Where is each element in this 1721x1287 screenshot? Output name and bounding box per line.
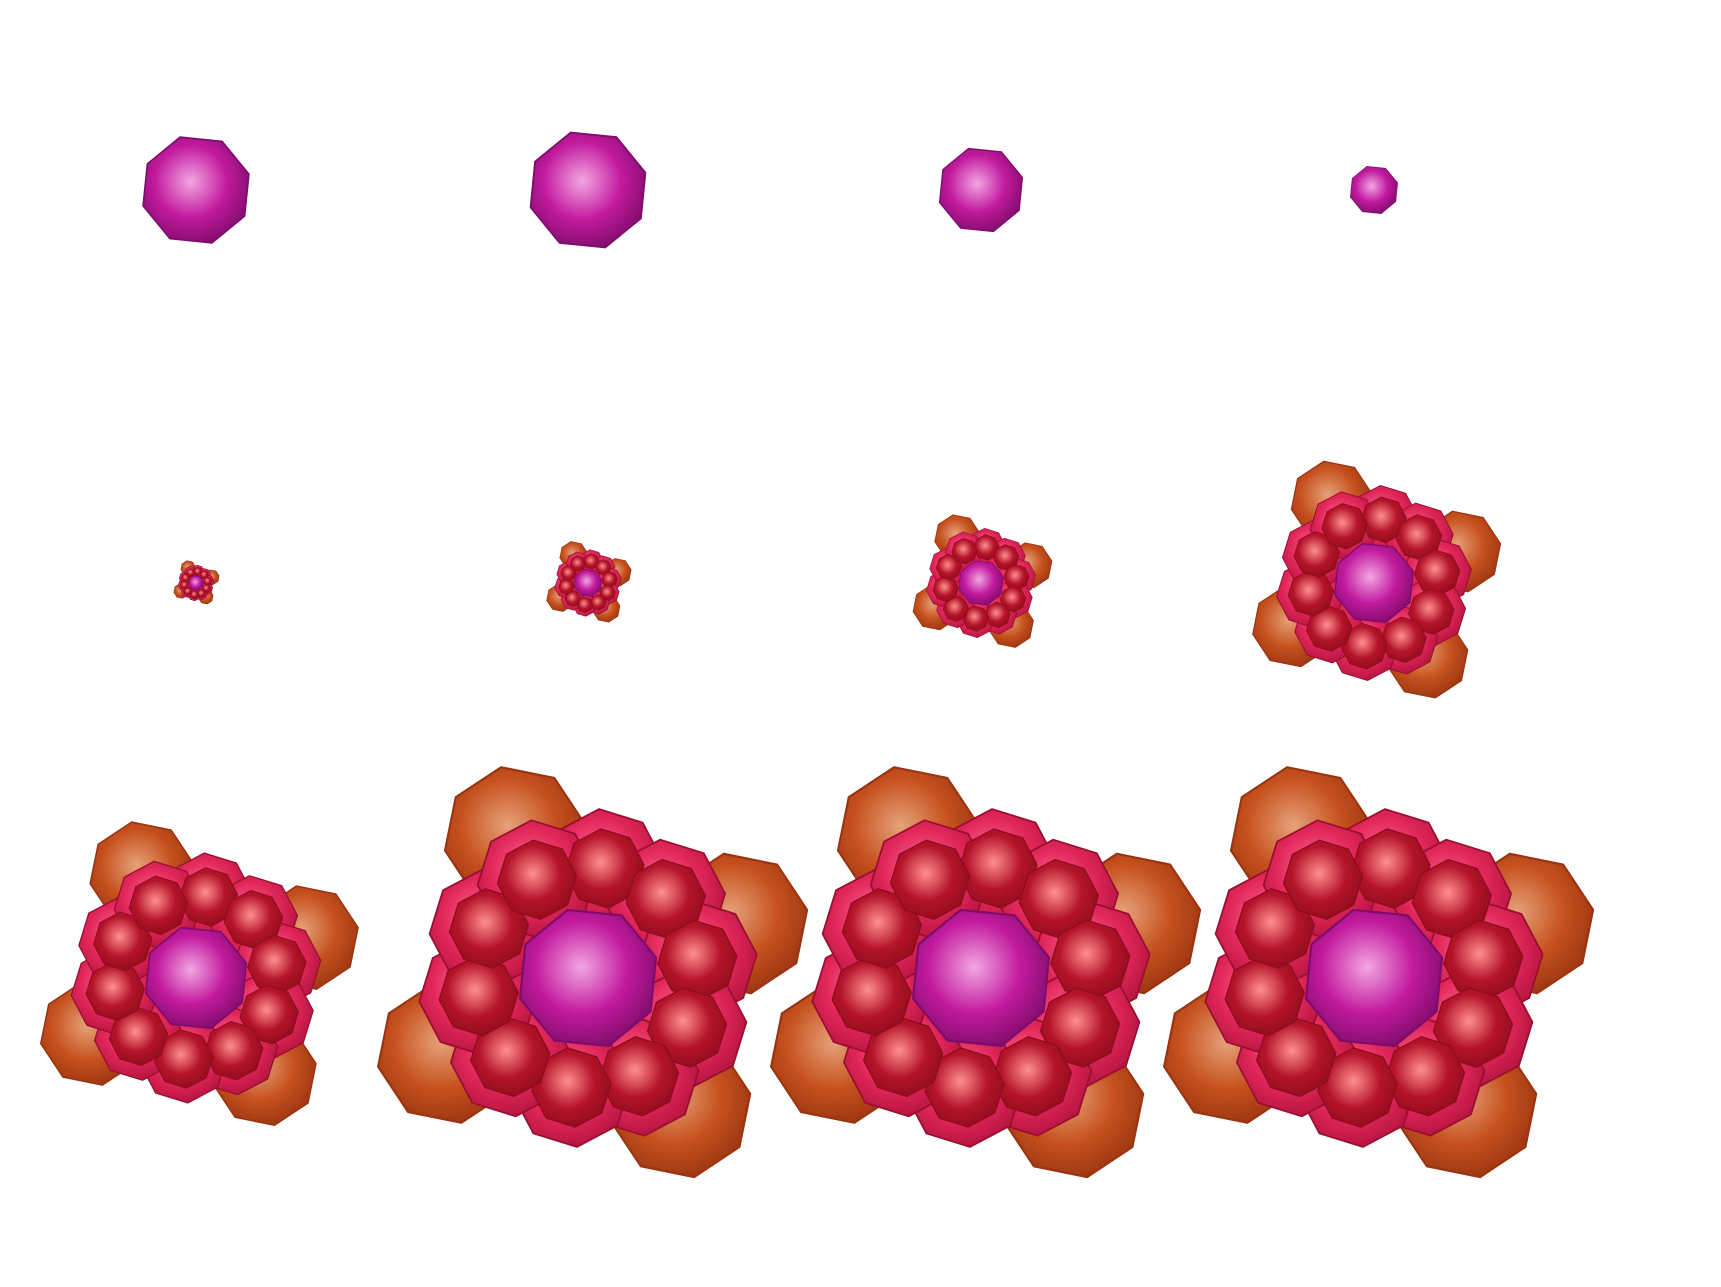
shell-atom — [203, 1020, 264, 1081]
core-atom — [188, 575, 204, 591]
shell-atom — [1321, 503, 1368, 550]
inner-shell — [926, 527, 1036, 639]
shell-atom — [999, 585, 1027, 613]
shell-atom — [984, 601, 1011, 629]
shell-atom — [601, 571, 618, 588]
panel-r1-c4 — [1350, 166, 1398, 214]
shell-atom — [1039, 987, 1121, 1068]
core-atom — [1334, 543, 1414, 623]
shell-atom — [889, 839, 971, 920]
shell-atom — [196, 588, 206, 598]
shell-atom — [951, 537, 978, 565]
shell-atom — [957, 828, 1038, 909]
core-atom — [1304, 908, 1444, 1048]
shell-atom — [569, 555, 587, 572]
shell-atom — [560, 565, 577, 582]
shell-atom — [128, 875, 189, 936]
panels-group — [39, 131, 1595, 1179]
shell-atom — [1003, 563, 1030, 591]
shell-atom — [993, 544, 1020, 571]
shell-atom — [179, 580, 189, 590]
panel-r2-c1 — [173, 560, 220, 605]
shell-atom — [93, 911, 153, 972]
panel-r1-c2 — [529, 131, 647, 249]
shell-atom — [564, 828, 645, 909]
core-atom — [529, 131, 647, 249]
shell-atom — [1350, 828, 1431, 909]
panel-r1-c1 — [142, 136, 250, 244]
shell-atom — [1360, 496, 1407, 543]
core-atom — [574, 569, 602, 597]
shell-atom — [1287, 570, 1335, 617]
core-atom — [144, 926, 248, 1030]
shell-atom — [85, 961, 145, 1022]
shell-atom — [1380, 616, 1427, 663]
inner-shell — [1276, 484, 1472, 682]
shell-atom — [1282, 839, 1364, 920]
core-atom — [958, 560, 1004, 606]
panel-r2-c3 — [912, 514, 1053, 648]
panel-r3-c3 — [769, 766, 1202, 1179]
shell-atom — [991, 1036, 1073, 1117]
shell-atom — [496, 839, 578, 920]
shell-atom — [178, 867, 238, 927]
shell-atom — [193, 566, 203, 576]
shell-atom — [199, 570, 209, 580]
shell-atom — [186, 568, 196, 578]
shell-atom — [1224, 955, 1305, 1037]
shell-atom — [558, 578, 575, 595]
inner-shell — [1204, 808, 1544, 1148]
panel-r1-c3 — [938, 147, 1024, 233]
shell-atom — [1395, 514, 1443, 561]
shell-atom — [932, 575, 959, 603]
core-atom — [142, 136, 250, 244]
shell-atom — [1411, 858, 1493, 940]
shell-atom — [935, 553, 963, 581]
shell-atom — [1234, 888, 1316, 969]
shell-atom — [599, 584, 616, 601]
shell-atom — [1432, 987, 1514, 1068]
shell-atom — [625, 858, 707, 940]
panel-r2-c2 — [546, 541, 632, 623]
shell-atom — [239, 984, 299, 1045]
core-atom — [938, 147, 1024, 233]
shell-atom — [223, 889, 284, 950]
shell-atom — [595, 559, 612, 576]
shell-atom — [448, 888, 530, 969]
shell-atom — [1018, 858, 1100, 940]
shell-atom — [1407, 588, 1455, 635]
shell-atom — [831, 955, 912, 1037]
shell-atom — [589, 594, 607, 611]
core-atom — [1350, 166, 1398, 214]
core-atom — [518, 908, 658, 1048]
panel-r3-c1 — [39, 821, 359, 1127]
shell-atom — [583, 553, 600, 570]
shell-atom — [1384, 1036, 1466, 1117]
shell-atom — [646, 987, 728, 1068]
shell-atom — [841, 888, 923, 969]
shell-atom — [203, 576, 213, 586]
shell-atom — [973, 534, 1000, 561]
core-atom — [911, 908, 1051, 1048]
panel-r2-c4 — [1252, 460, 1502, 699]
panel-r3-c4 — [1162, 766, 1595, 1179]
shell-atom — [1293, 531, 1341, 578]
shell-atom — [438, 955, 519, 1037]
inner-shell — [554, 549, 622, 617]
panel-r3-c2 — [376, 766, 809, 1179]
shell-atom — [598, 1036, 680, 1117]
inner-shell — [70, 852, 322, 1104]
